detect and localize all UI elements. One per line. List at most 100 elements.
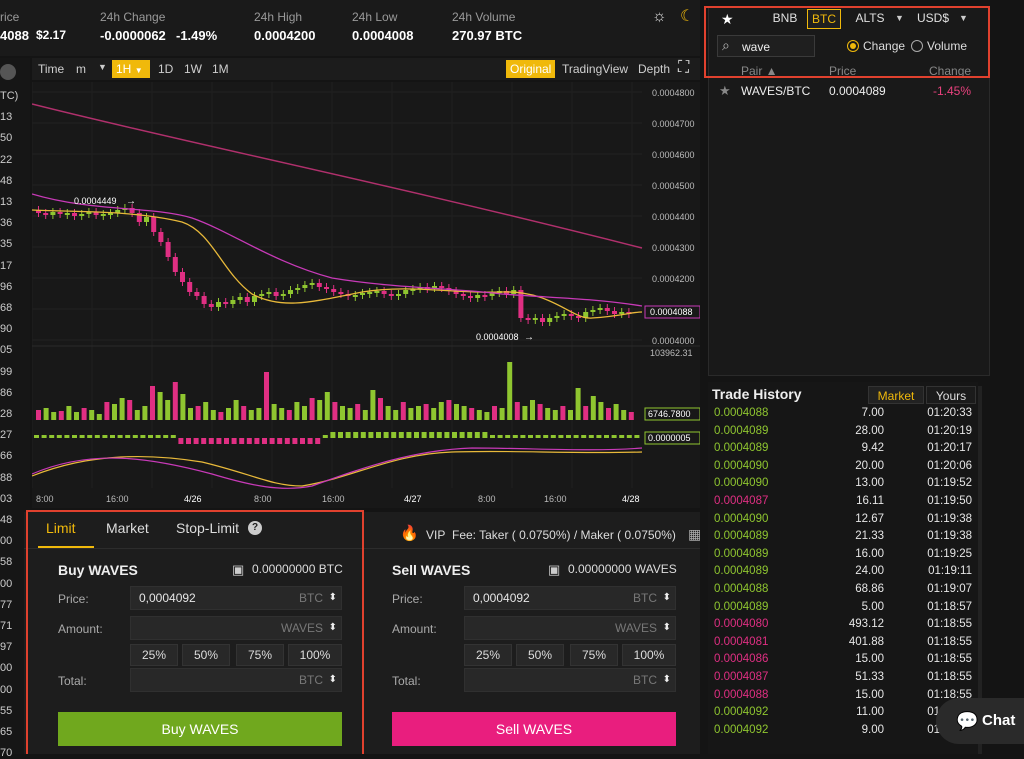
sell-pct-75[interactable]: 75% — [570, 644, 618, 666]
trade-amount: 13.00 — [855, 477, 884, 490]
tab-market[interactable]: Market — [106, 520, 149, 536]
x-tick-label: 8:00 — [478, 494, 496, 504]
stepper-icon[interactable]: ⬍ — [662, 592, 671, 603]
candle — [302, 285, 308, 288]
buy-button[interactable]: Buy WAVES — [58, 712, 342, 746]
buy-pct-100[interactable]: 100% — [288, 644, 342, 666]
candle — [115, 210, 121, 213]
candle — [367, 292, 373, 294]
chevron-down-icon[interactable]: ▼ — [895, 13, 904, 23]
x-tick-label: 16:00 — [322, 494, 345, 504]
trade-time: 01:19:11 — [928, 565, 972, 578]
interval-time[interactable]: Time — [38, 62, 65, 76]
volume-bar — [454, 404, 459, 420]
buy-pct-50[interactable]: 50% — [182, 644, 230, 666]
macd-bar — [193, 438, 199, 444]
buy-title: Buy WAVES — [58, 562, 138, 578]
macd-bar — [163, 435, 169, 438]
col-price[interactable]: Price — [829, 64, 857, 78]
tab-market-trades[interactable]: Market — [868, 386, 924, 404]
star-icon[interactable]: ★ — [719, 83, 731, 98]
macd-bar — [429, 432, 435, 438]
star-icon[interactable]: ★ — [721, 11, 734, 27]
chevron-down-icon[interactable]: ▼ — [959, 13, 968, 23]
radio-volume[interactable] — [911, 40, 923, 52]
tab-stop-limit[interactable]: Stop-Limit — [176, 520, 240, 536]
buy-amount-unit: WAVES — [280, 621, 323, 635]
stepper-icon[interactable]: ⬍ — [328, 622, 337, 633]
tab-limit[interactable]: Limit — [46, 520, 76, 536]
tab-alts[interactable]: ALTS — [855, 11, 885, 25]
buy-pct-25[interactable]: 25% — [130, 644, 178, 666]
left-axis-tick: 48 — [0, 514, 13, 526]
sell-button[interactable]: Sell WAVES — [392, 712, 676, 746]
stepper-icon[interactable]: ⬍ — [662, 674, 671, 685]
stepper-icon[interactable]: ⬍ — [662, 622, 671, 633]
macd-bar — [550, 435, 556, 438]
sell-pct-50[interactable]: 50% — [516, 644, 564, 666]
view-tradingview[interactable]: TradingView — [562, 62, 629, 76]
left-axis-tick: 03 — [0, 492, 13, 505]
trade-amount: 28.00 — [855, 424, 884, 437]
moon-icon[interactable]: ☾ — [680, 8, 695, 25]
candle — [489, 293, 495, 296]
buy-total-input[interactable]: BTC ⬍ — [130, 668, 342, 692]
candle — [540, 318, 545, 322]
view-depth[interactable]: Depth — [638, 62, 671, 76]
volume-bar — [545, 408, 551, 420]
stepper-icon[interactable]: ⬍ — [328, 592, 337, 603]
volume-bar — [96, 414, 102, 420]
chevron-down-icon[interactable]: ▼ — [98, 62, 107, 72]
settings-dot-icon[interactable] — [0, 64, 16, 80]
left-axis-tick: 00 — [0, 662, 13, 675]
candle — [295, 288, 301, 290]
candle — [482, 295, 488, 297]
macd-bar — [246, 438, 252, 444]
sell-total-input[interactable]: BTC ⬍ — [464, 668, 676, 692]
stepper-icon[interactable]: ⬍ — [328, 674, 337, 685]
tab-bnb[interactable]: BNB — [772, 11, 798, 25]
trade-price: 0.0004090 — [714, 459, 769, 472]
fullscreen-icon[interactable]: ⛶ — [678, 59, 690, 76]
buy-amount-input[interactable]: WAVES ⬍ — [130, 616, 342, 640]
candle — [244, 297, 250, 302]
macd-bar — [79, 435, 85, 438]
trade-amount: 15.00 — [855, 688, 884, 701]
calculator-icon[interactable]: ▦ — [688, 526, 702, 542]
sell-price-input[interactable]: 0,0004092 BTC ⬍ — [464, 586, 676, 610]
chart-toolbar: Time m ▼ 1H ▼ 1D 1W 1M Original TradingV… — [32, 58, 700, 80]
sun-icon[interactable]: ☼ — [652, 8, 667, 25]
chat-button[interactable]: 💬 Chat — [936, 698, 1024, 744]
left-axis-tick: 00 — [0, 577, 13, 590]
tab-btc[interactable]: BTC — [807, 9, 841, 29]
trade-scrollbar[interactable] — [978, 386, 982, 754]
macd-bar — [186, 438, 191, 444]
interval-1d[interactable]: 1D — [158, 62, 174, 76]
macd-bar — [148, 435, 153, 438]
trade-row: 0.0004090 20.00 01:20:06 — [708, 460, 978, 478]
radio-change[interactable] — [847, 40, 859, 52]
col-change[interactable]: Change — [929, 64, 972, 78]
buy-price-input[interactable]: 0,0004092 BTC ⬍ — [130, 586, 342, 610]
interval-1h[interactable]: 1H ▼ — [112, 60, 150, 78]
volume-bar — [568, 410, 573, 420]
interval-1m[interactable]: 1M — [212, 62, 229, 76]
change-percent: -1.49% — [176, 28, 218, 43]
sell-pct-100[interactable]: 100% — [622, 644, 676, 666]
view-original[interactable]: Original — [506, 60, 556, 78]
y-tick-label: 0.0004500 — [652, 181, 695, 191]
sell-pct-25[interactable]: 25% — [464, 644, 512, 666]
market-row[interactable]: ★ WAVES/BTC 0.0004089 -1.45% — [709, 83, 989, 101]
search-input[interactable]: ⌕ wave — [717, 35, 815, 57]
tab-your-trades[interactable]: Yours — [926, 386, 976, 404]
price-chart[interactable]: 0.0004800 0.0004700 0.0004600 0.0004500 0.00… — [31, 82, 701, 508]
interval-minutes[interactable]: m — [76, 62, 86, 76]
help-icon[interactable]: ? — [248, 521, 262, 535]
tab-usd[interactable]: USD$ — [916, 11, 949, 25]
sell-amount-input[interactable]: WAVES ⬍ — [464, 616, 676, 640]
col-pair[interactable]: Pair ▲ — [741, 64, 778, 78]
interval-1w[interactable]: 1W — [184, 62, 202, 76]
buy-pct-75[interactable]: 75% — [236, 644, 284, 666]
interval-1h-label: 1H — [116, 62, 132, 76]
macd-bar — [322, 435, 328, 438]
